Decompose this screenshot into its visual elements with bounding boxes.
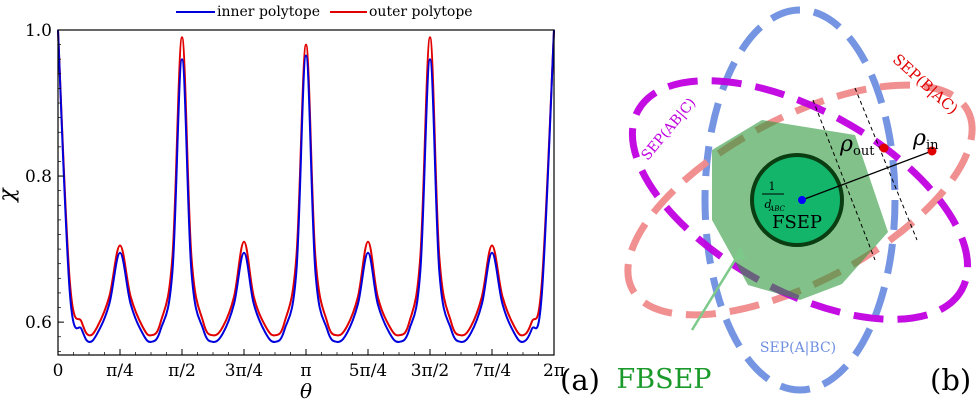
y-axis-label: χ [0,187,20,204]
fsep-label: FSEP [772,212,822,233]
panel-b-label: (b) [930,363,971,397]
fbsep-label: FBSEP [617,364,712,395]
fbsep-arrow-head [733,246,746,262]
rho-out-label: ρ out [839,132,875,159]
x-tick-label: 3π/4 [225,361,264,381]
sep-a-bc-ellipse [701,6,899,394]
y-tick-label: 1.0 [25,21,52,41]
legend-label-outer: outer polytope [369,4,473,20]
fsep-circle [750,153,844,247]
rho-in-point [927,146,937,156]
rho-out-subscript: out [853,144,875,159]
center-to-rho-in-line [801,150,933,201]
rho-out-symbol: ρ [839,132,853,157]
x-tick-label: 0 [53,361,64,381]
chart-legend: inner polytope outer polytope [176,4,473,20]
rho-in-label: ρ in [912,126,939,153]
x-tick-label: π/2 [168,361,196,381]
x-tick-label: 5π/4 [349,361,388,381]
rho-in-symbol: ρ [912,126,926,151]
panel-a-label: (a) [560,363,600,397]
y-tick-label: 0.8 [25,167,52,187]
x-axis-label: θ [300,379,312,403]
x-tick-label: 7π/4 [473,361,512,381]
series-line-inner-polytope [57,29,555,343]
x-axis-ticks: 0 π/4 π/2 3π/4 π 5π/4 3π/2 7π/4 2π [53,349,565,381]
panel-a-chart: inner polytope outer polytope 0 π/4 π/2 3π/… [0,4,600,403]
x-tick-label: 3π/2 [411,361,450,381]
panel-b-diagram: SEP(A|BC) SEP(B|AC) SEP(AB|C) FSEP 1 d A… [617,6,976,397]
rho-in-subscript: in [926,138,939,153]
center-fraction: 1 d ABC [762,180,785,213]
legend-label-inner: inner polytope [217,4,320,20]
x-tick-label: 2π [543,361,565,381]
series-line-outer-polytope [57,29,555,337]
rho-out-point [879,143,889,153]
x-tick-label: π [300,361,311,381]
dashed-line-1 [812,99,876,261]
center-fraction-denominator-sub: ABC [768,205,785,213]
center-fraction-denominator: d [764,198,771,211]
center-fraction-numerator: 1 [769,180,776,193]
fbsep-arrow-line [690,251,742,331]
center-point [798,196,806,204]
series-layer [57,29,555,343]
sep-a-bc-label: SEP(A|BC) [760,340,836,356]
x-tick-label: π/4 [106,361,134,381]
y-tick-label: 0.6 [25,313,52,333]
dashed-line-2 [854,87,918,241]
y-axis-ticks: 0.6 0.8 1.0 [25,21,64,352]
sep-ab-c-label: SEP(AB|C) [638,95,699,163]
